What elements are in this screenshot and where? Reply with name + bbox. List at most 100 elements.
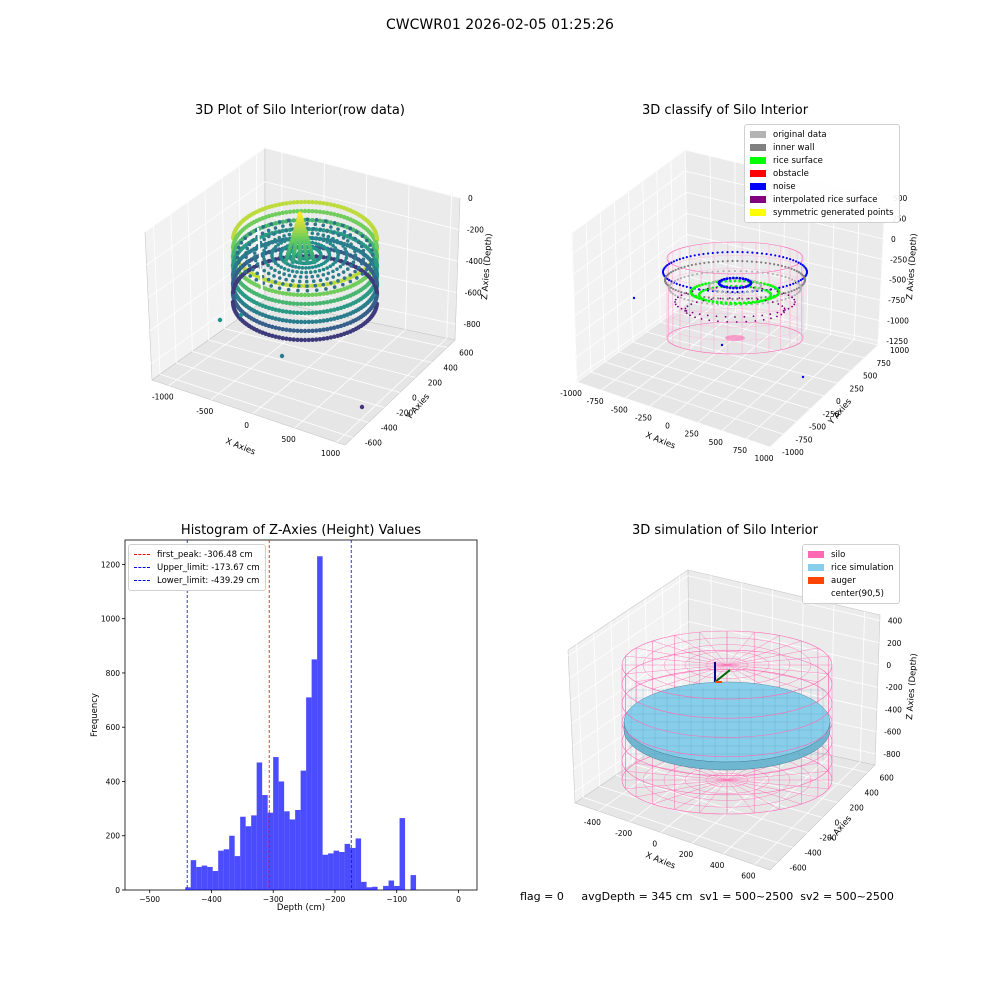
cloud-point xyxy=(341,223,345,228)
histogram-bar xyxy=(383,885,389,890)
cloud-point xyxy=(273,221,278,226)
class-point xyxy=(789,283,792,286)
y-tick-label: 600 xyxy=(880,774,895,783)
cloud-point xyxy=(263,245,268,250)
class-point xyxy=(734,316,736,318)
class-point xyxy=(670,282,673,285)
histogram-bar xyxy=(355,838,362,890)
class-point xyxy=(744,277,748,281)
class-point xyxy=(790,290,793,293)
histogram-bar xyxy=(366,887,373,890)
class-point xyxy=(669,286,673,289)
cloud-point xyxy=(302,199,308,205)
histogram-bar xyxy=(295,809,301,890)
class-point xyxy=(797,291,800,294)
cloud-point xyxy=(316,232,320,236)
class-point xyxy=(770,317,772,320)
histogram-bar xyxy=(273,757,279,890)
legend-entry: original data xyxy=(750,128,894,141)
z-tick-label: -200 xyxy=(886,683,903,692)
histogram-bar xyxy=(410,875,417,890)
legend-label: original data xyxy=(773,129,827,140)
cloud-point xyxy=(290,264,295,268)
cloud-point xyxy=(317,318,323,324)
cloud-point xyxy=(331,275,335,279)
cloud-point xyxy=(335,203,340,209)
cloud-point xyxy=(374,289,380,295)
class-point xyxy=(674,301,676,303)
silo-ring-front xyxy=(621,779,833,815)
avg-depth-text: avgDepth = 345 cm xyxy=(581,890,693,903)
cloud-point xyxy=(348,279,353,284)
silo-spoke xyxy=(726,635,780,666)
histogram-bar xyxy=(207,866,213,890)
class-point xyxy=(789,258,792,261)
class-point xyxy=(715,315,718,318)
cloud-point xyxy=(291,279,295,283)
cloud-point xyxy=(316,242,321,247)
class-point xyxy=(782,292,785,295)
cloud-point xyxy=(311,279,316,283)
class-point xyxy=(749,280,753,284)
cloud-point xyxy=(284,277,288,282)
class-point xyxy=(776,299,779,303)
silo-spoke xyxy=(652,779,728,805)
cloud-point xyxy=(325,240,329,244)
silo-spoke xyxy=(636,664,728,683)
cloud-point xyxy=(266,213,272,219)
legend-entry: interpolated rice surface xyxy=(750,193,894,206)
legend-label: Lower_limit: -439.29 cm xyxy=(157,575,260,586)
cloud-point xyxy=(332,221,337,225)
class-point xyxy=(671,281,675,284)
class-point xyxy=(720,302,723,305)
cloud-point xyxy=(302,319,308,325)
x-tick-label: −500 xyxy=(139,895,160,904)
y-tick-label: 400 xyxy=(443,364,458,373)
class-point xyxy=(766,283,770,287)
cloud-point xyxy=(270,297,275,303)
cloud-point xyxy=(287,318,293,324)
cloud-point xyxy=(360,272,365,276)
class-point xyxy=(790,267,793,270)
class-point xyxy=(687,274,690,278)
cloud-point xyxy=(325,266,329,270)
class-point xyxy=(801,277,804,280)
cloud-point xyxy=(310,218,315,223)
class-point xyxy=(792,259,795,262)
plot1-zlabel: Z Axies (Depth) xyxy=(480,233,495,300)
x-tick-label: 750 xyxy=(733,446,748,455)
y-tick-label: 400 xyxy=(106,777,121,786)
cloud-point xyxy=(308,235,313,240)
class-point xyxy=(738,286,742,290)
class-point xyxy=(785,284,788,287)
cloud-point xyxy=(336,233,341,238)
class-point xyxy=(706,271,709,274)
class-point xyxy=(711,251,714,255)
cloud-point xyxy=(374,271,380,277)
z-tick-label: 0 xyxy=(886,661,891,670)
plot4-z-ticks: -800 -600 -400 -200 0 200 400 xyxy=(883,617,902,759)
class-point xyxy=(760,296,763,299)
cloud-point xyxy=(273,203,278,208)
class-point xyxy=(766,297,770,300)
class-point xyxy=(685,292,688,295)
cloud-point xyxy=(288,222,293,227)
class-point xyxy=(685,256,688,259)
cloud-point xyxy=(236,260,241,265)
cloud-point xyxy=(284,228,288,233)
class-point xyxy=(685,285,688,288)
x-tick-label: -750 xyxy=(587,397,604,406)
cloud-point xyxy=(321,238,326,243)
outlier-point xyxy=(359,404,365,410)
cloud-point xyxy=(332,334,337,339)
cloud-point xyxy=(331,262,335,267)
class-point xyxy=(769,292,772,296)
class-point xyxy=(780,313,783,316)
class-point xyxy=(680,294,683,297)
class-point xyxy=(726,260,729,263)
class-point xyxy=(670,291,673,294)
cloud-point xyxy=(273,316,278,321)
class-point xyxy=(687,298,690,302)
cloud-point xyxy=(255,271,260,276)
